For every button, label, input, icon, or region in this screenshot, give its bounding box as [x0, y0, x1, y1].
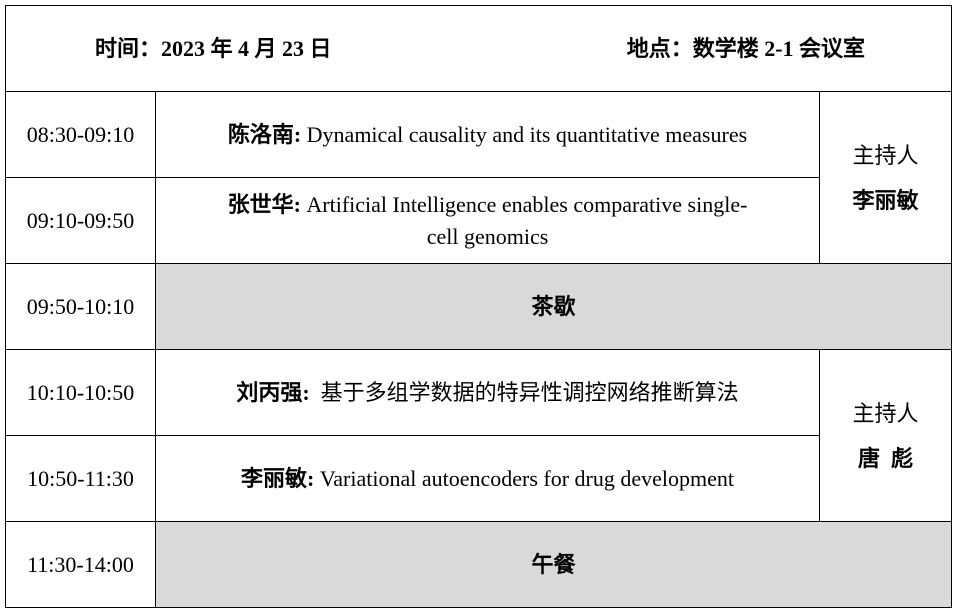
- host-name: 李丽敏: [852, 187, 919, 213]
- speaker: 李丽敏:: [240, 465, 315, 491]
- speaker: 刘丙强:: [236, 379, 310, 405]
- host-label: 主持人: [852, 400, 919, 426]
- talk-title: Artificial Intelligence enables comparat…: [300, 191, 748, 249]
- talk-title: 基于多组学数据的特异性调控网络推断算法: [309, 379, 739, 405]
- talk-title: Dynamical causality and its quantitative…: [301, 121, 748, 147]
- time-cell: 10:50-11:30: [5, 435, 156, 522]
- table-row: 08:30-09:10 陈洛南: Dynamical causality and…: [5, 91, 953, 264]
- talk-cell: 张世华: Artificial Intelligence enables com…: [155, 177, 820, 264]
- speaker: 陈洛南:: [227, 121, 302, 147]
- talk-title: Variational autoencoders for drug develo…: [314, 465, 734, 491]
- break-cell: 茶歇: [154, 263, 953, 350]
- location-label: 地点：数学楼 2-1 会议室: [626, 35, 866, 61]
- host-name: 唐 彪: [858, 445, 914, 471]
- time-cell: 09:10-09:50: [5, 177, 156, 264]
- date-label: 时间：2023 年 4 月 23 日: [95, 35, 332, 61]
- talk-cell: 刘丙强: 基于多组学数据的特异性调控网络推断算法: [155, 349, 820, 436]
- host-label: 主持人: [852, 142, 919, 168]
- time-cell: 08:30-09:10: [5, 91, 156, 178]
- talk-cell: 陈洛南: Dynamical causality and its quantit…: [155, 91, 820, 178]
- table-row: 09:10-09:50 张世华: Artificial Intelligence…: [5, 177, 952, 264]
- break-cell: 午餐: [154, 521, 953, 608]
- time-cell: 10:10-10:50: [5, 349, 156, 436]
- schedule-table: 时间：2023 年 4 月 23 日 地点：数学楼 2-1 会议室 08:30-…: [4, 5, 953, 608]
- speaker: 张世华:: [227, 191, 301, 217]
- time-cell: 09:50-10:10: [5, 263, 156, 350]
- table-row: 09:50-10:10 茶歇: [5, 263, 953, 350]
- host-cell: 主持人 李丽敏: [818, 91, 953, 264]
- header-row: 时间：2023 年 4 月 23 日 地点：数学楼 2-1 会议室: [4, 5, 953, 92]
- time-cell: 11:30-14:00: [5, 521, 156, 608]
- table-row: 11:30-14:00 午餐: [5, 521, 953, 608]
- table-row: 10:10-10:50 刘丙强: 基于多组学数据的特异性调控网络推断算法 主持人…: [5, 349, 953, 522]
- host-cell: 主持人唐 彪: [818, 349, 953, 522]
- talk-cell: 李丽敏: Variational autoencoders for drug d…: [155, 435, 820, 522]
- table-row: 10:50-11:30 李丽敏: Variational autoencoder…: [5, 435, 952, 522]
